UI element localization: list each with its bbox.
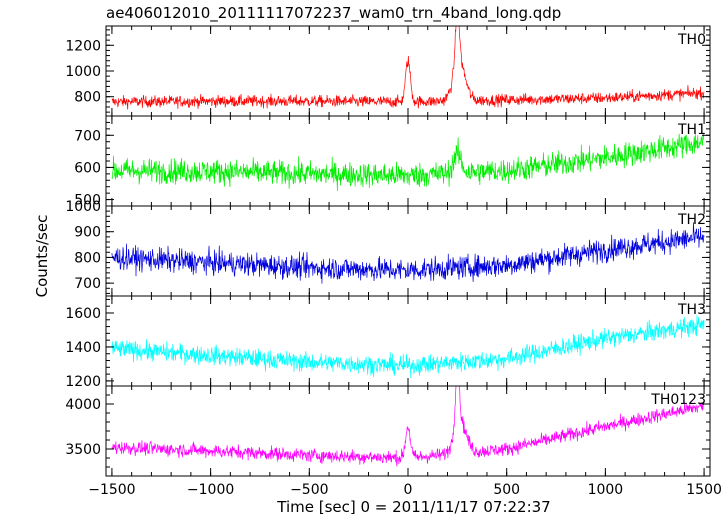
y-tick-label: 1400 bbox=[65, 340, 101, 356]
panel-th0123: 3500 4000 TH0123 bbox=[65, 385, 711, 477]
panel-label-th1: TH1 bbox=[677, 122, 706, 138]
y-tick-label: 500 bbox=[74, 193, 101, 209]
panels: 800 1000 1200 TH0 500 600 700 TH1 700 800 900 1000 T… bbox=[65, 25, 722, 498]
panel-frame bbox=[105, 115, 711, 207]
x-tick-label: 1500 bbox=[686, 482, 722, 498]
panel-th3: 1200 1400 1600 TH3 bbox=[65, 295, 711, 390]
y-tick-label: 1000 bbox=[65, 199, 101, 215]
series-th1-line bbox=[111, 133, 705, 192]
x-axis-label: Time [sec] 0 = 2011/11/17 07:22:37 bbox=[276, 498, 550, 516]
y-tick-label: 700 bbox=[74, 276, 101, 292]
series-th0-line bbox=[111, 26, 705, 110]
panel-th2: 700 800 900 1000 TH2 bbox=[65, 199, 711, 297]
chart-title: ae406012010_20111117072237_wam0_trn_4ban… bbox=[106, 4, 561, 23]
series-th3-line bbox=[111, 315, 705, 379]
panel-label-th0123: TH0123 bbox=[650, 392, 706, 408]
y-tick-label: 1600 bbox=[65, 306, 101, 322]
series-th2-line bbox=[111, 222, 705, 284]
y-tick-label: 4000 bbox=[65, 397, 101, 413]
x-tick-label: −500 bbox=[290, 482, 328, 498]
y-tick-label: 900 bbox=[74, 225, 101, 241]
panel-label-th3: TH3 bbox=[677, 302, 706, 318]
y-tick-label: 600 bbox=[74, 160, 101, 176]
x-tick-label: 500 bbox=[493, 482, 520, 498]
panel-th0: 800 1000 1200 TH0 bbox=[65, 25, 711, 117]
x-tick-label: −1000 bbox=[187, 482, 234, 498]
y-tick-label: 1000 bbox=[65, 64, 101, 80]
x-tick-label: 1000 bbox=[588, 482, 624, 498]
y-tick-label: 1200 bbox=[65, 38, 101, 54]
x-tick-label: 0 bbox=[404, 482, 413, 498]
y-tick-label: 3500 bbox=[65, 442, 101, 458]
panel-label-th2: TH2 bbox=[677, 212, 706, 228]
panel-frame bbox=[105, 205, 711, 297]
panel-th1: 500 600 700 TH1 bbox=[74, 115, 711, 209]
y-tick-label: 800 bbox=[74, 250, 101, 266]
y-axis-label: Counts/sec bbox=[33, 215, 51, 298]
x-tick-label: −1500 bbox=[88, 482, 135, 498]
panel-frame bbox=[105, 385, 711, 477]
panel-label-th0: TH0 bbox=[677, 32, 706, 48]
y-tick-label: 800 bbox=[74, 90, 101, 106]
y-tick-label: 700 bbox=[74, 128, 101, 144]
series-th0123-line bbox=[111, 386, 705, 467]
y-tick-label: 1200 bbox=[65, 374, 101, 390]
